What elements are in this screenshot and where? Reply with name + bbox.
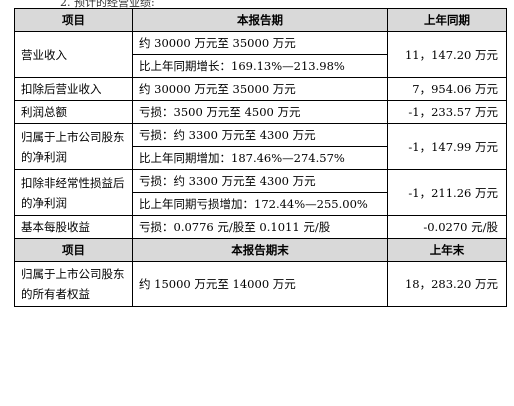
row-label: 归属于上市公司股东的所有者权益 [14,261,133,307]
table-row-revenue-growth: 比上年同期增长：169.13%—213.98% [15,54,507,78]
header-current: 本报告期 [132,8,388,32]
row-label: 营业收入 [14,31,133,78]
table-row-total-profit: 利润总额 亏损：3500 万元至 4500 万元 -1，233.57 万元 [14,100,507,124]
row-label: 扣除后营业收入 [14,77,133,101]
row-label: 扣除非经常性损益后的净利润 [14,169,133,216]
cell-growth: 比上年同期增长：169.13%—213.98% [132,54,388,78]
table-row-net-profit: 归属于上市公司股东的净利润 亏损：约 3300 万元至 4300 万元 -1，1… [14,123,507,170]
cell-prior: -1，211.26 万元 [387,169,507,216]
cell-range: 亏损：约 3300 万元至 4300 万元 [132,169,388,193]
cell-range: 约 15000 万元至 14000 万元 [132,261,388,307]
cell-prior: -1，147.99 万元 [387,123,507,170]
cell-range: 约 30000 万元至 35000 万元 [132,31,388,55]
cell-range: 亏损：约 3300 万元至 4300 万元 [132,123,388,147]
table-row-eps: 基本每股收益 亏损：0.0776 元/股至 0.1011 元/股 -0.0270… [14,215,507,239]
header-row-2: 项目 本报告期末 上年末 [14,238,507,262]
cell-prior: -1，233.57 万元 [387,100,507,124]
cell-range: 亏损：0.0776 元/股至 0.1011 元/股 [132,215,388,239]
cell-change: 比上年同期增加：187.46%—274.57% [132,146,388,170]
cutoff-heading: 2. 预计的经营业绩: [60,0,155,9]
cell-prior: -0.0270 元/股 [387,215,507,239]
header-item: 项目 [14,238,133,262]
header-prior: 上年同期 [387,8,507,32]
cell-range: 亏损：3500 万元至 4500 万元 [132,100,388,124]
table-row-net-profit-deducted: 扣除非经常性损益后的净利润 亏损：约 3300 万元至 4300 万元 -1，2… [14,169,507,216]
table-row-equity: 归属于上市公司股东的所有者权益 约 15000 万元至 14000 万元 18，… [14,261,507,307]
row-label: 利润总额 [14,100,133,124]
row-label: 归属于上市公司股东的净利润 [14,123,133,170]
header-prior: 上年末 [387,238,507,262]
header-row: 项目 本报告期 上年同期 [14,8,507,32]
cell-prior: 11，147.20 万元 [387,31,507,78]
cell-prior: 7，954.06 万元 [387,77,507,101]
table-row-revenue: 营业收入 约 30000 万元至 35000 万元 11，147.20 万元 [14,31,507,78]
header-item: 项目 [14,8,133,32]
forecast-table: 项目 本报告期 上年同期 营业收入 约 30000 万元至 35000 万元 1… [14,8,507,307]
table-row-deducted-revenue: 扣除后营业收入 约 30000 万元至 35000 万元 7，954.06 万元 [14,77,507,101]
cell-prior: 18，283.20 万元 [387,261,507,307]
table-row-net-profit-change: 比上年同期增加：187.46%—274.57% [15,146,507,170]
row-label: 基本每股收益 [14,215,133,239]
cell-range: 约 30000 万元至 35000 万元 [132,77,388,101]
cell-change: 比上年同期亏损增加：172.44%—255.00% [132,192,388,216]
header-current: 本报告期末 [132,238,388,262]
